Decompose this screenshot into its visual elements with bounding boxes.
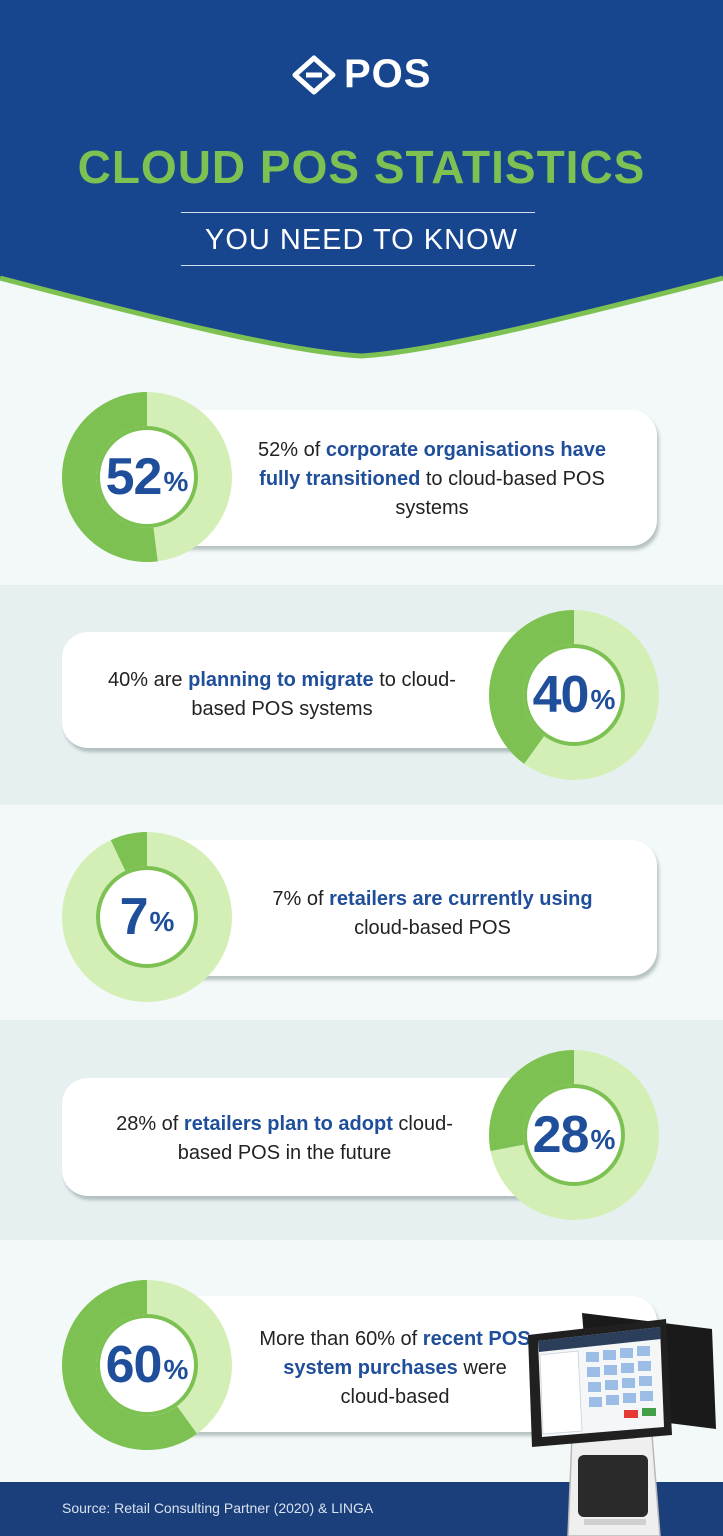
donut-value-arc-4: [489, 1050, 659, 1220]
stat-text-1: 52% of corporate organisations have full…: [258, 439, 606, 519]
brand-logo: POS: [0, 52, 723, 97]
title-rule-bottom: [181, 265, 535, 266]
donut-value-arc-5: [62, 1280, 232, 1450]
donut-center-2: [523, 644, 625, 746]
donut-center-1: [96, 426, 198, 528]
stat-card-3: [150, 840, 657, 976]
donut-chart-3: 7%: [62, 832, 232, 1002]
donut-value-arc-1: [62, 392, 232, 562]
donut-center-3: [96, 866, 198, 968]
donut-chart-2: 40%: [489, 610, 659, 780]
stat-card-4: [62, 1078, 562, 1196]
source-citation: Source: Retail Consulting Partner (2020)…: [62, 1500, 374, 1516]
epos-logo-icon: [292, 55, 336, 94]
donut-center-4: [523, 1084, 625, 1186]
stat-value-1: 52: [105, 448, 163, 506]
donut-chart-1: 52%: [62, 392, 232, 562]
donut-chart-4: 28%: [489, 1050, 659, 1220]
donut-value-arc-2: [489, 610, 659, 780]
donut-center-5: [96, 1314, 198, 1416]
stat-percent-sign-2: %: [590, 684, 616, 715]
page-subtitle: YOU NEED TO KNOW: [204, 224, 519, 256]
stat-card-1: [150, 410, 657, 546]
logo-text: POS: [343, 52, 432, 96]
stat-percent-sign-5: %: [163, 1354, 189, 1385]
pos-terminal-illustration: [528, 1313, 716, 1536]
stat-percent-sign-1: %: [163, 466, 189, 497]
header-background: [0, 0, 723, 359]
stat-value-4: 28: [532, 1106, 590, 1164]
stat-text-5: More than 60% of recent POS system purch…: [259, 1328, 531, 1408]
stat-value-5: 60: [105, 1336, 163, 1394]
page-title: CLOUD POS STATISTICS: [77, 141, 646, 193]
stat-text-4: 28% of retailers plan to adopt cloud-bas…: [116, 1113, 453, 1164]
stat-text-3: 7% of retailers are currently using clou…: [272, 888, 593, 939]
stat-card-2: [62, 632, 562, 748]
stat-percent-sign-4: %: [590, 1124, 616, 1155]
stat-text-2: 40% are planning to migrate to cloud-bas…: [108, 669, 456, 720]
donut-chart-5: 60%: [62, 1280, 232, 1450]
stat-value-3: 7: [119, 888, 149, 946]
stat-value-2: 40: [532, 666, 590, 724]
title-rule-top: [181, 212, 535, 213]
donut-value-arc-3: [62, 832, 232, 1002]
stat-percent-sign-3: %: [149, 906, 175, 937]
